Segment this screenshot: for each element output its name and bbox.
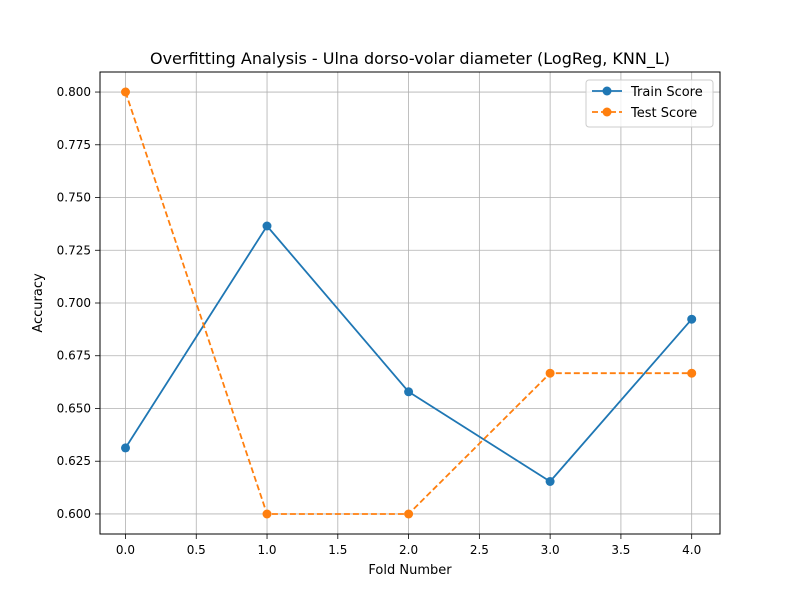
x-tick-label: 1.0: [257, 543, 276, 557]
y-tick-label: 0.600: [57, 507, 91, 521]
x-tick-label: 3.0: [541, 543, 560, 557]
data-point-test-score: [121, 87, 130, 97]
x-axis-label: Fold Number: [368, 563, 452, 578]
data-point-train-score: [262, 221, 272, 231]
x-tick-label: 2.0: [399, 543, 418, 557]
data-point-test-score: [262, 509, 272, 519]
data-point-test-score: [687, 368, 697, 378]
legend-marker-train: [602, 86, 612, 96]
y-tick-label: 0.800: [57, 85, 91, 99]
legend-marker-test: [602, 107, 612, 117]
legend-label-test: Test Score: [630, 106, 697, 121]
series-layer: [121, 87, 697, 519]
data-point-train-score: [545, 477, 555, 486]
x-tick-label: 0.0: [116, 543, 135, 557]
y-tick-label: 0.650: [57, 401, 91, 415]
y-tick-label: 0.725: [57, 243, 91, 257]
x-tick-label: 1.5: [328, 543, 347, 557]
legend: Train Score Test Score: [585, 79, 714, 128]
data-point-train-score: [121, 443, 130, 453]
x-tick-label: 0.5: [187, 543, 206, 557]
x-tick-label: 4.0: [682, 543, 701, 557]
y-tick-label: 0.775: [57, 138, 91, 152]
y-tick-label: 0.675: [57, 349, 91, 363]
chart-title: Overfitting Analysis - Ulna dorso-volar …: [150, 49, 670, 69]
y-tick-label: 0.700: [57, 296, 91, 310]
x-tick-label: 3.5: [611, 543, 630, 557]
data-point-test-score: [404, 509, 414, 519]
data-point-test-score: [545, 368, 555, 378]
y-axis-label: Accuracy: [31, 273, 46, 333]
y-tick-label: 0.625: [57, 454, 91, 468]
legend-label-train: Train Score: [630, 85, 703, 100]
data-point-train-score: [404, 387, 414, 397]
x-tick-label: 2.5: [470, 543, 489, 557]
y-tick-label: 0.750: [57, 191, 91, 205]
data-point-train-score: [687, 314, 697, 324]
plot-frame: [99, 71, 721, 535]
axis-ticks: 0.0 0.5 1.0 1.5 2.0 2.5 3.0 3.5 4.0 0.600 0.625 0.6…: [57, 85, 702, 557]
